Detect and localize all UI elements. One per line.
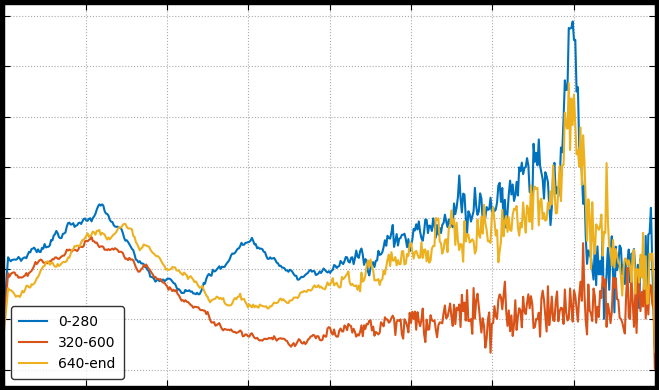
Line: 0-280: 0-280 <box>4 21 655 346</box>
640-end <box>637 252 645 257</box>
Line: 640-end: 640-end <box>4 83 655 352</box>
320-600 <box>354 332 362 337</box>
320-600 <box>637 309 645 314</box>
320-600 <box>0 319 8 323</box>
640-end <box>534 186 542 190</box>
320-600 <box>88 235 96 239</box>
0-280 <box>353 248 360 253</box>
640-end <box>309 285 317 289</box>
0-280 <box>569 19 577 24</box>
640-end <box>0 328 8 332</box>
640-end <box>353 283 360 288</box>
640-end <box>651 349 659 354</box>
320-600 <box>314 334 322 339</box>
0-280 <box>309 269 317 273</box>
320-600 <box>651 366 659 371</box>
320-600 <box>389 313 397 318</box>
0-280 <box>0 310 8 315</box>
640-end <box>313 284 321 289</box>
0-280 <box>313 272 321 277</box>
640-end <box>565 81 573 85</box>
320-600 <box>535 310 543 315</box>
0-280 <box>637 256 645 261</box>
320-600 <box>310 333 318 338</box>
0-280 <box>651 344 659 348</box>
0-280 <box>387 230 395 235</box>
Legend: 0-280, 320-600, 640-end: 0-280, 320-600, 640-end <box>11 306 124 379</box>
0-280 <box>534 163 542 168</box>
640-end <box>387 250 395 255</box>
Line: 320-600: 320-600 <box>4 237 655 369</box>
